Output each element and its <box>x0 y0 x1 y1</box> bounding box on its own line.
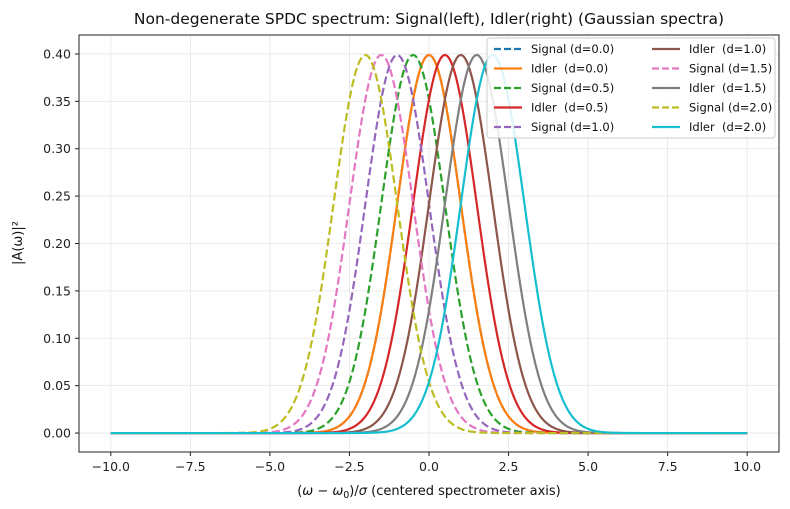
legend-label: Idler (d=1.5) <box>689 81 766 95</box>
legend-label: Signal (d=1.5) <box>689 62 772 76</box>
legend-label: Idler (d=2.0) <box>689 120 766 134</box>
y-tick-label: 0.05 <box>43 378 71 393</box>
y-tick-label: 0.00 <box>43 426 71 441</box>
legend-label: Signal (d=0.5) <box>531 81 614 95</box>
x-tick-label: −7.5 <box>175 459 205 474</box>
x-axis-label-part: )/ <box>349 484 359 499</box>
x-tick-label: −10.0 <box>92 459 130 474</box>
x-axis-label-part: ω <box>302 484 313 499</box>
legend-label: Signal (d=1.0) <box>531 120 614 134</box>
y-tick-label: 0.35 <box>43 94 71 109</box>
y-axis-label: |A(ω)|² <box>11 221 26 265</box>
legend-label: Idler (d=0.5) <box>531 101 608 115</box>
x-tick-label: −2.5 <box>334 459 364 474</box>
x-axis-label-part: (centered spectrometer axis) <box>367 484 561 499</box>
legend-label: Idler (d=1.0) <box>689 42 766 56</box>
legend-label: Signal (d=2.0) <box>689 101 772 115</box>
legend: Signal (d=0.0) Idler (d=0.0) Signal (d=0.5… <box>486 37 776 139</box>
x-axis-label-part: 0 <box>343 490 349 501</box>
y-tick-label: 0.30 <box>43 141 71 156</box>
plot-area <box>110 53 748 435</box>
x-tick-label: −5.0 <box>255 459 285 474</box>
y-tick-label: 0.25 <box>43 189 71 204</box>
x-tick-label: 2.5 <box>499 459 519 474</box>
chart-title: Non-degenerate SPDC spectrum: Signal(lef… <box>134 10 724 28</box>
series-lines <box>110 53 748 435</box>
x-axis-label-part: ( <box>297 484 302 499</box>
x-tick-label: 5.0 <box>578 459 598 474</box>
y-tick-label: 0.10 <box>43 331 71 346</box>
x-axis-label-part: − <box>313 484 332 499</box>
y-tick-label: 0.20 <box>43 236 71 251</box>
x-axis-label: (ω − ω0)/σ (centered spectrometer axis) <box>297 484 561 501</box>
legend-label: Signal (d=0.0) <box>531 42 614 56</box>
x-tick-label: 0.0 <box>419 459 439 474</box>
x-tick-label: 10.0 <box>733 459 761 474</box>
x-axis-label-part: ω <box>332 484 343 499</box>
legend-label: Idler (d=0.0) <box>531 62 608 76</box>
y-axis-ticks: 0.00 0.05 0.10 0.15 0.20 0.25 0.30 0.35 0.40 <box>43 46 79 441</box>
series-line <box>110 53 748 435</box>
legend-box <box>486 37 776 139</box>
y-tick-label: 0.40 <box>43 46 71 61</box>
x-axis-label-part: σ <box>359 484 368 499</box>
y-tick-label: 0.15 <box>43 283 71 298</box>
x-tick-label: 7.5 <box>658 459 678 474</box>
x-axis-ticks: −10.0 −7.5 −5.0 −2.5 0.0 2.5 5.0 7.5 10.0 <box>92 452 761 474</box>
